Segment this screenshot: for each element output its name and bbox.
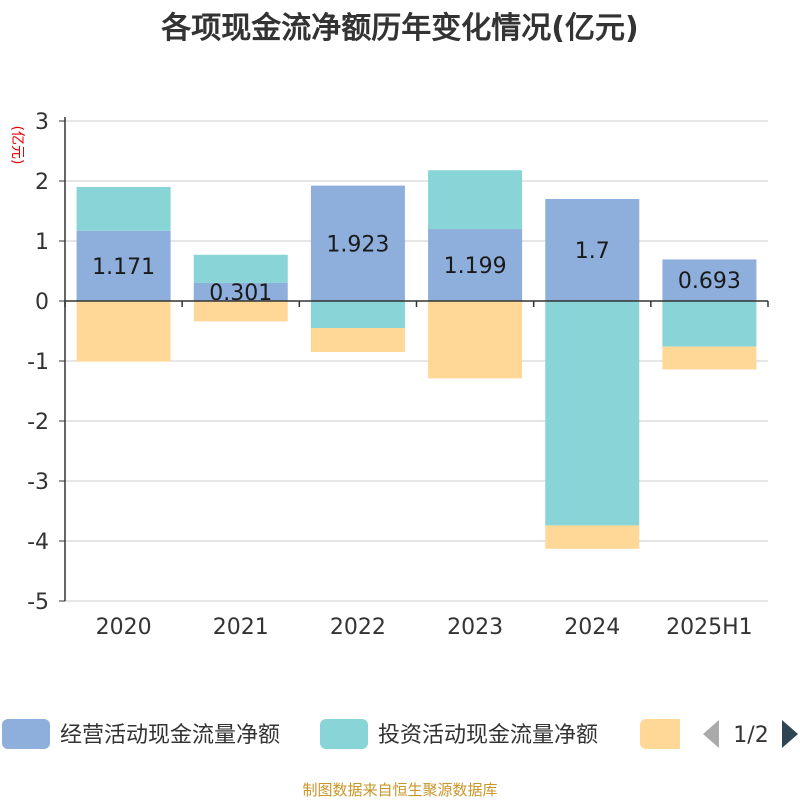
y-tick-label: 3 [35, 110, 49, 135]
bar-series1-2023 [428, 229, 523, 301]
y-tick-label: -5 [27, 590, 49, 615]
bar-series3-2021 [193, 301, 288, 322]
legend-item-2[interactable]: 投资活动现金流量净额 [320, 719, 598, 749]
data-label: 1.923 [326, 232, 389, 257]
chart-title: 各项现金流净额历年变化情况(亿元) [160, 11, 638, 46]
legend-prev-page-icon[interactable] [703, 720, 719, 748]
bar-series1-2022 [310, 185, 405, 301]
data-label: 0.301 [209, 281, 272, 306]
legend-label: 经营活动现金流量净额 [60, 723, 280, 748]
y-tick-label: -4 [27, 530, 49, 555]
y-axis-unit-label: (亿元) [9, 126, 25, 165]
legend-item-3[interactable] [640, 719, 688, 749]
bar-series2-2022 [310, 301, 405, 328]
legend[interactable]: 经营活动现金流量净额 投资活动现金流量净额 1/2 [2, 716, 798, 752]
y-axis-ticks: 3 2 1 0 -1 -2 -3 -4 -5 [27, 110, 65, 615]
bar-series3-2024 [545, 525, 640, 549]
x-tick-label: 2025H1 [666, 615, 753, 640]
data-label: 0.693 [678, 269, 741, 294]
bars [76, 170, 757, 549]
x-axis-ticks: 2020 2021 2022 2023 2024 2025H1 [96, 615, 753, 640]
source-note: 制图数据来自恒生聚源数据库 [302, 781, 497, 799]
bar-series1-2021 [193, 282, 288, 301]
legend-label: 投资活动现金流量净额 [378, 723, 598, 748]
y-tick-label: 0 [35, 290, 49, 315]
bar-series3-2025H1 [662, 346, 757, 370]
x-tick-label: 2022 [330, 615, 386, 640]
bar-series3-2022 [310, 328, 405, 352]
data-label: 1.171 [92, 255, 155, 280]
data-label: 1.199 [444, 254, 507, 279]
data-label: 1.7 [575, 239, 610, 264]
bar-series3-2023 [428, 301, 523, 379]
bar-series2-2025H1 [662, 301, 757, 347]
axes [64, 117, 769, 601]
x-tick-label: 2020 [96, 615, 152, 640]
bar-series1-2025H1 [662, 259, 757, 301]
bar-series2-2021 [193, 254, 288, 283]
bar-series2-2020 [76, 186, 171, 231]
y-tick-label: 2 [35, 170, 49, 195]
y-tick-label: 1 [35, 230, 49, 255]
x-tick-label: 2024 [564, 615, 620, 640]
x-tick-label: 2023 [447, 615, 503, 640]
x-tick-label: 2021 [213, 615, 269, 640]
bar-series3-2020 [76, 301, 171, 362]
legend-swatch [320, 719, 368, 749]
y-tick-label: -2 [27, 410, 49, 435]
bar-series2-2023 [428, 170, 523, 230]
legend-swatch [2, 719, 50, 749]
y-tick-label: -1 [27, 350, 49, 375]
legend-item-1[interactable]: 经营活动现金流量净额 [2, 719, 280, 749]
legend-clip [680, 716, 700, 752]
legend-swatch [640, 719, 688, 749]
legend-next-page-icon[interactable] [782, 720, 798, 748]
data-labels: 1.171 0.301 1.923 1.199 1.7 0.693 [92, 232, 741, 306]
bar-series1-2020 [76, 230, 171, 301]
bar-series1-2024 [545, 199, 640, 301]
gridlines [65, 120, 768, 602]
y-tick-label: -3 [27, 470, 49, 495]
legend-page-indicator: 1/2 [733, 723, 768, 748]
bar-series2-2024 [545, 301, 640, 526]
